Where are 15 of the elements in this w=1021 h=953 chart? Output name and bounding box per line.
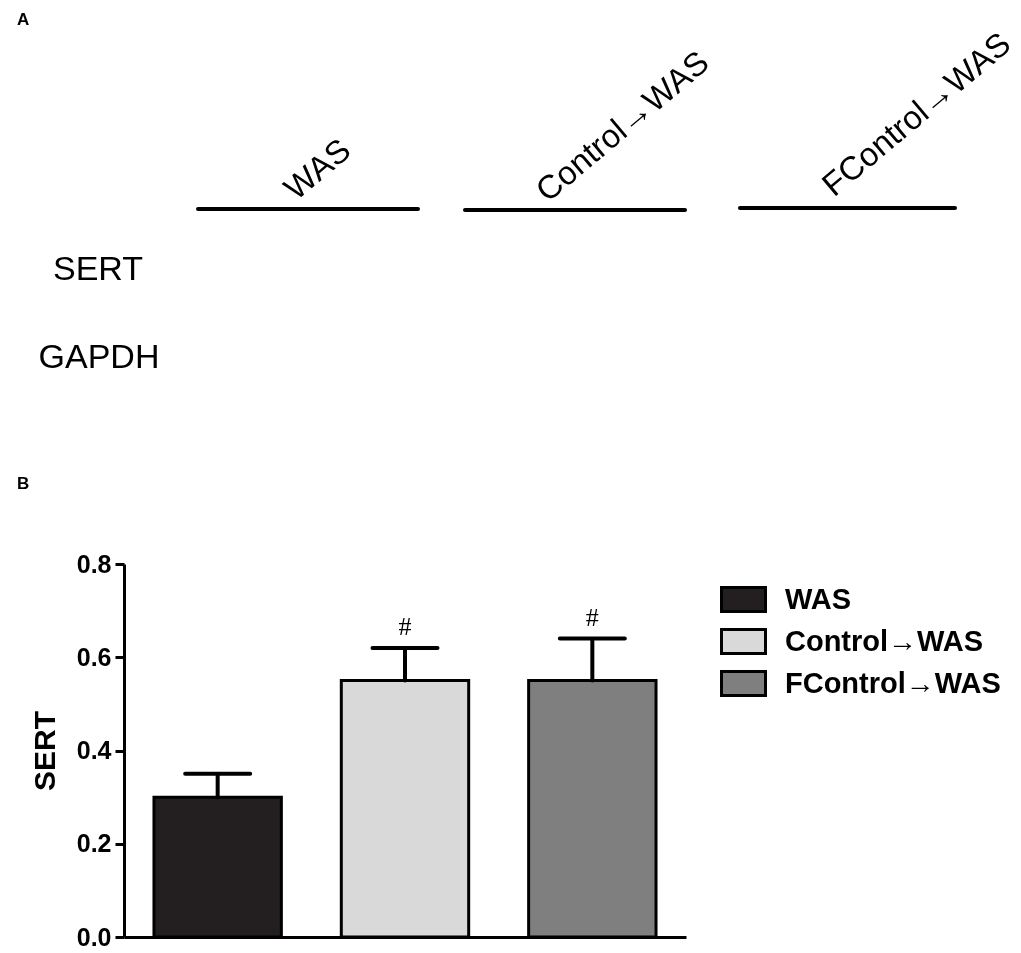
- text: A: [17, 10, 30, 29]
- y-tick-label: 0.4: [76, 736, 112, 764]
- y-tick-label: 0.0: [76, 922, 112, 951]
- y-tick-label: 0.8: [76, 549, 112, 578]
- legend-label: FControl→WAS: [785, 666, 1001, 699]
- y-axis-title: SERT: [27, 710, 61, 792]
- data-label: #: [398, 611, 412, 641]
- text: GAPDH: [38, 337, 160, 375]
- data-label: #: [585, 602, 599, 632]
- legend-label: Control→WAS: [785, 624, 984, 657]
- y-tick-label: 0.6: [76, 642, 112, 671]
- text: SERT: [52, 249, 144, 287]
- y-tick-label: 0.2: [76, 829, 112, 858]
- chart-title: B: [17, 474, 30, 493]
- legend-label: WAS: [785, 582, 852, 615]
